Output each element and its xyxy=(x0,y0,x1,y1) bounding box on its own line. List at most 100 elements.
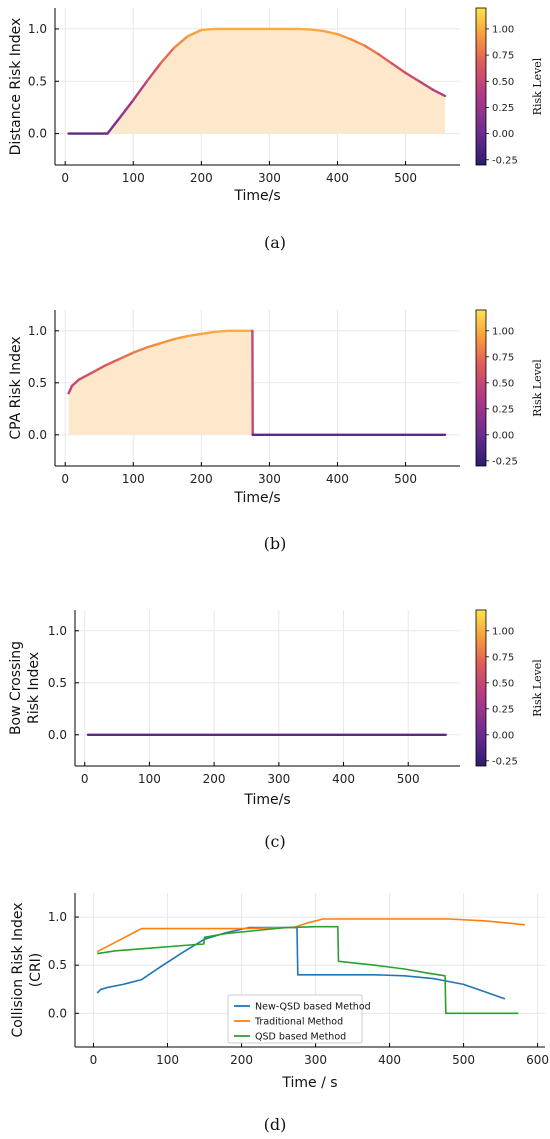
colorbar-tick-label: 1.00 xyxy=(492,326,514,337)
data-segment xyxy=(145,62,162,83)
colorbar-gradient xyxy=(475,309,487,467)
x-axis-label: Time/s xyxy=(233,490,280,506)
y-axis-label: CPA Risk Index xyxy=(8,336,24,439)
data-segment xyxy=(145,342,162,349)
legend-label-3: QSD based Method xyxy=(255,1032,346,1043)
x-tick-label: 100 xyxy=(138,772,161,786)
data-segment xyxy=(404,71,421,83)
colorbar-tick-label: 0.25 xyxy=(492,103,514,114)
data-segment xyxy=(213,329,230,334)
y-axis-label-line2: Risk Index xyxy=(26,652,42,724)
data-segment xyxy=(417,80,434,91)
panel-b: 0 100 200 300 400 500 0.0 0.5 1.0 Time/s CPA Risk … xyxy=(8,309,544,553)
colorbar-gradient xyxy=(475,7,487,166)
data-segment xyxy=(349,38,366,47)
x-tick-label: 200 xyxy=(203,772,226,786)
colorbar-tick-label: 1.00 xyxy=(492,24,514,35)
x-tick-label: 500 xyxy=(394,472,417,486)
series-line-1 xyxy=(96,926,506,1000)
data-segment xyxy=(186,332,203,338)
x-tick-label: 0 xyxy=(61,472,69,486)
colorbar-tick-label: 0.00 xyxy=(492,129,514,140)
x-tick-label: 400 xyxy=(378,1053,401,1067)
data-segment xyxy=(431,88,447,98)
colorbar-tick-label: 0.25 xyxy=(492,704,514,715)
data-segment xyxy=(186,28,203,38)
y-tick-label: 0.5 xyxy=(28,74,47,88)
colorbar-tick-label: 0.00 xyxy=(492,730,514,741)
caption-c: (c) xyxy=(264,832,285,851)
x-tick-label: 600 xyxy=(526,1053,549,1067)
x-axis-label: Time / s xyxy=(281,1075,337,1091)
x-tick-label: 500 xyxy=(452,1053,475,1067)
data-segment xyxy=(104,357,121,367)
y-tick-label: 1.0 xyxy=(48,910,67,924)
colorbar-tick-label: 0.50 xyxy=(492,378,514,389)
colorbar-label: Risk Level xyxy=(531,659,544,717)
legend-d: New-QSD based Method Traditional Method QS… xyxy=(227,994,371,1044)
data-segment xyxy=(390,62,407,75)
caption-d: (d) xyxy=(264,1115,287,1134)
y-axis-label-line1: Collision Risk Index xyxy=(10,902,26,1037)
data-segment xyxy=(309,28,326,33)
data-segment xyxy=(322,29,339,36)
data-segment xyxy=(172,35,189,49)
x-tick-label: 200 xyxy=(190,171,213,185)
data-segment xyxy=(200,330,217,336)
data-segment xyxy=(377,52,394,65)
colorbar-tick-label: 0.75 xyxy=(492,352,514,363)
data-segment xyxy=(70,378,81,388)
y-tick-label: 1.0 xyxy=(48,624,67,638)
y-tick-label: 0.0 xyxy=(48,1006,67,1020)
data-segment xyxy=(336,32,353,41)
y-axis-label-line1: Bow Crossing xyxy=(8,641,24,735)
y-tick-label: 0.0 xyxy=(48,728,67,742)
data-segment xyxy=(67,384,74,395)
y-tick-label: 1.0 xyxy=(28,22,47,36)
colorbar-tick-label: 0.75 xyxy=(492,652,514,663)
data-segment xyxy=(118,98,135,120)
legend-box xyxy=(227,994,363,1044)
data-segment xyxy=(159,337,176,345)
panel-c: 0 100 200 300 400 500 0.0 0.5 1.0 Time/s Bow Cross… xyxy=(8,609,544,851)
x-tick-label: 100 xyxy=(122,472,145,486)
x-tick-label: 0 xyxy=(81,772,89,786)
data-segment xyxy=(132,346,149,354)
y-tick-label: 1.0 xyxy=(28,324,47,338)
x-axis-label: Time/s xyxy=(233,188,280,204)
colorbar-a: 1.00 0.75 0.50 0.25 0.00 -0.25 Risk Level xyxy=(475,7,544,166)
data-segment xyxy=(77,371,94,381)
colorbar-tick-label: -0.25 xyxy=(492,456,518,467)
colorbar-tick-label: 0.00 xyxy=(492,430,514,441)
data-segment xyxy=(172,334,189,341)
area-fill xyxy=(68,330,445,435)
plot-area-b: 0 100 200 300 400 500 0.0 0.5 1.0 Time/s CPA Risk … xyxy=(8,310,460,506)
x-tick-label: 400 xyxy=(326,472,349,486)
data-segment xyxy=(91,363,108,374)
x-tick-label: 0 xyxy=(90,1053,98,1067)
legend-label-1: New-QSD based Method xyxy=(255,1002,371,1013)
y-tick-label: 0.0 xyxy=(28,428,47,442)
colorbar-c: 1.00 0.75 0.50 0.25 0.00 -0.25 Risk Level xyxy=(475,609,544,767)
data-segment xyxy=(295,27,312,31)
data-segment xyxy=(159,46,176,65)
caption-b: (b) xyxy=(264,534,287,553)
colorbar-tick-label: 0.50 xyxy=(492,678,514,689)
colorbar-tick-label: 0.25 xyxy=(492,404,514,415)
plot-area-a: 0 100 200 300 400 500 0.0 0.5 1.0 Time/s Distance … xyxy=(8,8,460,204)
x-tick-label: 200 xyxy=(190,472,213,486)
x-tick-label: 500 xyxy=(397,772,420,786)
colorbar-tick-label: 0.75 xyxy=(492,51,514,62)
x-tick-label: 300 xyxy=(258,171,281,185)
panel-a: 0 100 200 300 400 500 0.0 0.5 1.0 Time/s Distance … xyxy=(8,7,544,252)
y-tick-label: 0.5 xyxy=(28,376,47,390)
caption-a: (a) xyxy=(264,233,286,252)
x-axis-label: Time/s xyxy=(243,792,290,808)
data-segment xyxy=(363,44,380,56)
x-tick-label: 200 xyxy=(230,1053,253,1067)
data-segment xyxy=(132,80,149,102)
x-tick-label: 300 xyxy=(267,772,290,786)
x-tick-label: 100 xyxy=(122,171,145,185)
x-tick-label: 0 xyxy=(61,171,69,185)
